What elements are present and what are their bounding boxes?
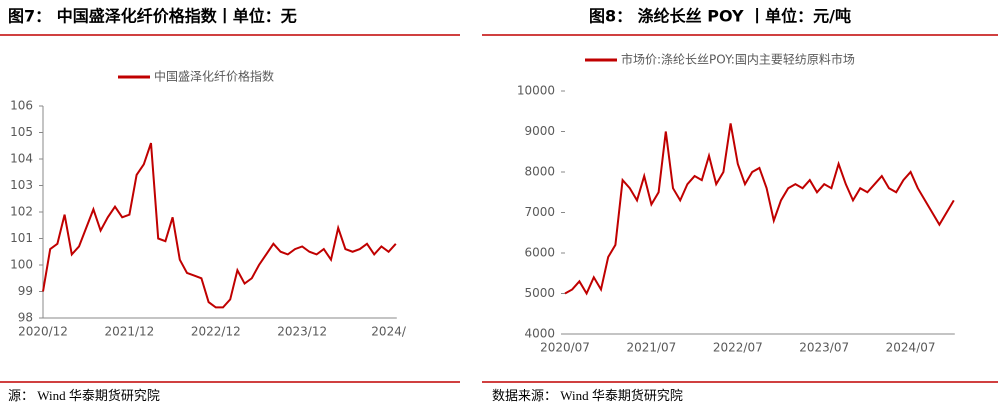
x-tick-label: 2021/07	[626, 341, 676, 355]
x-tick-label: 2024/07	[886, 341, 936, 355]
x-tick-label: 2023/07	[799, 341, 849, 355]
x-tick-label: 2024/	[371, 325, 407, 339]
y-tick-label: 104	[10, 152, 33, 166]
legend-label: 市场价:涤纶长丝POY:国内主要轻纺原料市场	[621, 52, 855, 67]
y-tick-label: 99	[18, 284, 33, 298]
legend-label: 中国盛泽化纤价格指数	[154, 69, 274, 84]
x-tick-label: 2022/07	[713, 341, 763, 355]
chart-title: 图7： 中国盛泽化纤价格指数丨单位：无	[8, 7, 297, 26]
y-tick-label: 106	[10, 99, 33, 113]
data-line	[42, 142, 397, 309]
x-tick-label: 2020/12	[18, 325, 68, 339]
y-tick-label: 7000	[524, 205, 555, 219]
x-tick-label: 2021/12	[104, 325, 154, 339]
y-tick-label: 5000	[524, 286, 555, 300]
y-tick-label: 102	[10, 205, 33, 219]
chart-title: 图8： 涤纶长丝 POY 丨单位：元/吨	[589, 7, 851, 26]
y-tick-label: 105	[10, 125, 33, 139]
source: 数据来源： Wind 华泰期货研究院	[492, 388, 683, 403]
y-tick-label: 10000	[517, 84, 555, 98]
x-tick-label: 2020/07	[540, 341, 590, 355]
data-line	[564, 123, 955, 296]
y-tick-label: 8000	[524, 165, 555, 179]
y-tick-label: 6000	[524, 246, 555, 260]
y-tick-label: 9000	[524, 124, 555, 138]
y-tick-label: 100	[10, 258, 33, 272]
y-tick-label: 103	[10, 178, 33, 192]
y-tick-label: 101	[10, 231, 33, 245]
y-tick-label: 4000	[524, 327, 555, 341]
x-tick-label: 2022/12	[191, 325, 241, 339]
source: 源： Wind 华泰期货研究院	[8, 388, 160, 403]
x-tick-label: 2023/12	[277, 325, 327, 339]
y-tick-label: 98	[18, 311, 33, 325]
